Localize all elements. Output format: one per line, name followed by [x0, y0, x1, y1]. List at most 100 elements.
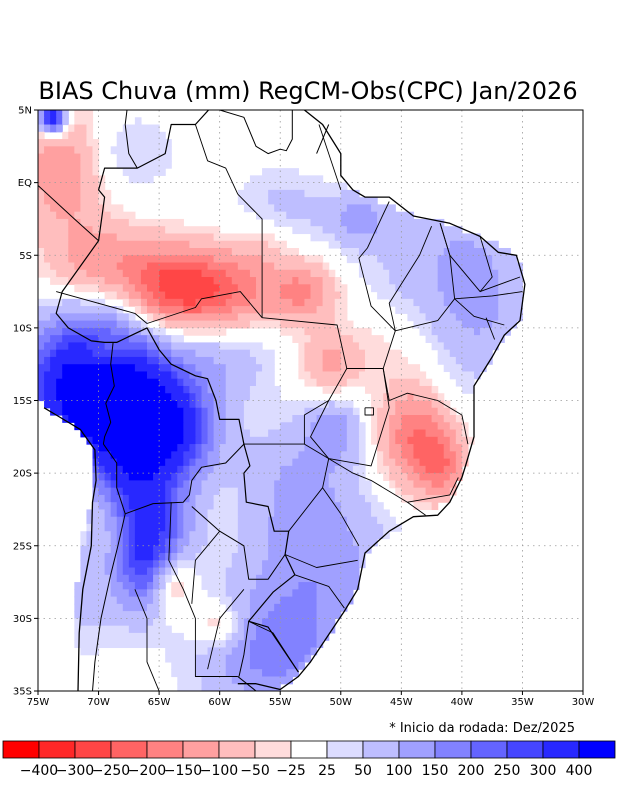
bias-cell	[207, 262, 239, 271]
bias-cell	[171, 371, 178, 380]
bias-cell	[310, 284, 324, 293]
bias-cell	[201, 429, 209, 438]
bias-cell	[443, 429, 457, 438]
bias-cell	[38, 349, 51, 358]
bias-cell	[159, 277, 215, 285]
bias-field	[38, 110, 524, 691]
bias-cell	[352, 465, 366, 474]
bias-cell	[38, 160, 81, 169]
bias-cell	[328, 400, 336, 409]
bias-cell	[74, 618, 81, 627]
bias-cell	[243, 632, 257, 641]
state-ms	[243, 443, 330, 532]
bias-cell	[207, 415, 215, 423]
bias-cell	[86, 269, 124, 278]
bias-cell	[225, 364, 263, 373]
bias-cell	[159, 465, 178, 474]
bias-cell	[38, 240, 69, 249]
bias-cell	[110, 502, 118, 511]
bias-cell	[437, 422, 451, 431]
bias-cell	[195, 422, 203, 431]
colorbar-label: −150	[164, 763, 202, 779]
bias-cell	[443, 480, 457, 489]
bias-cell	[249, 647, 312, 656]
bias-cell	[80, 160, 94, 169]
bias-cell	[128, 313, 136, 322]
bias-cell	[195, 494, 215, 503]
bias-cell	[377, 465, 390, 474]
bias-cell	[116, 596, 154, 605]
bias-cell	[346, 516, 378, 525]
bias-cell	[207, 407, 215, 416]
bias-cell	[310, 233, 336, 242]
bias-cell	[340, 349, 366, 358]
bias-cell	[237, 545, 269, 554]
bias-cell	[316, 618, 336, 627]
bias-cell	[122, 560, 130, 569]
bias-cell	[334, 400, 354, 409]
bias-cell	[207, 422, 215, 431]
bias-cell	[98, 284, 124, 293]
bias-cell	[377, 415, 390, 423]
bias-cell	[171, 531, 178, 540]
bias-cell	[38, 269, 57, 278]
bias-cell	[437, 335, 505, 343]
bias-cell	[98, 444, 178, 452]
bias-cell	[298, 277, 324, 285]
bias-cell	[292, 589, 318, 598]
bias-cell	[159, 589, 166, 598]
bias-cell	[413, 465, 427, 474]
x-tick-label: 30W	[572, 697, 595, 708]
bias-cell	[268, 611, 318, 619]
bias-cell	[98, 197, 112, 206]
bias-cell	[407, 473, 421, 481]
bias-cell	[86, 516, 106, 525]
bias-cell	[38, 197, 45, 206]
bias-cell	[62, 327, 112, 336]
bias-cell	[122, 603, 148, 612]
bias-cell	[98, 335, 130, 343]
bias-cell	[147, 603, 160, 612]
bias-cell	[237, 487, 275, 496]
bias-cell	[86, 131, 94, 140]
bias-cell	[50, 124, 57, 133]
bias-cell	[249, 298, 293, 307]
bias-cell	[449, 422, 463, 431]
colorbar-swatch	[254, 740, 292, 759]
pacific-coastline	[43, 407, 97, 691]
bias-cell	[183, 509, 197, 518]
bias-cell	[498, 269, 524, 278]
bias-cell	[274, 218, 312, 227]
bias-cell	[189, 531, 209, 540]
bias-cell	[159, 378, 178, 387]
bias-cell	[104, 560, 118, 569]
bias-cell	[377, 451, 384, 460]
bias-cell	[56, 211, 75, 220]
bias-cell	[316, 611, 342, 619]
bias-cell	[50, 110, 57, 118]
bias-cell	[304, 189, 342, 198]
bias-cell	[304, 255, 324, 264]
bias-cell	[116, 487, 124, 496]
bias-cell	[383, 458, 396, 467]
bias-cell	[110, 480, 118, 489]
bias-cell	[371, 407, 378, 416]
bias-cell	[195, 378, 209, 387]
bias-cell	[189, 487, 203, 496]
bias-cell	[316, 625, 336, 634]
bias-cell	[389, 451, 402, 460]
bias-cell	[189, 444, 197, 452]
colorbar-swatch	[38, 740, 76, 759]
bias-cell	[128, 320, 142, 329]
bias-cell	[401, 487, 427, 496]
bias-cell	[431, 342, 445, 351]
bias-cell	[346, 523, 384, 532]
bias-cell	[80, 618, 154, 627]
bias-cell	[207, 436, 215, 445]
bias-cell	[231, 603, 251, 612]
bias-cell	[80, 560, 106, 569]
bias-cell	[371, 509, 390, 518]
bias-cell	[310, 422, 348, 431]
bias-cell	[171, 661, 197, 670]
bias-cell	[207, 589, 227, 598]
